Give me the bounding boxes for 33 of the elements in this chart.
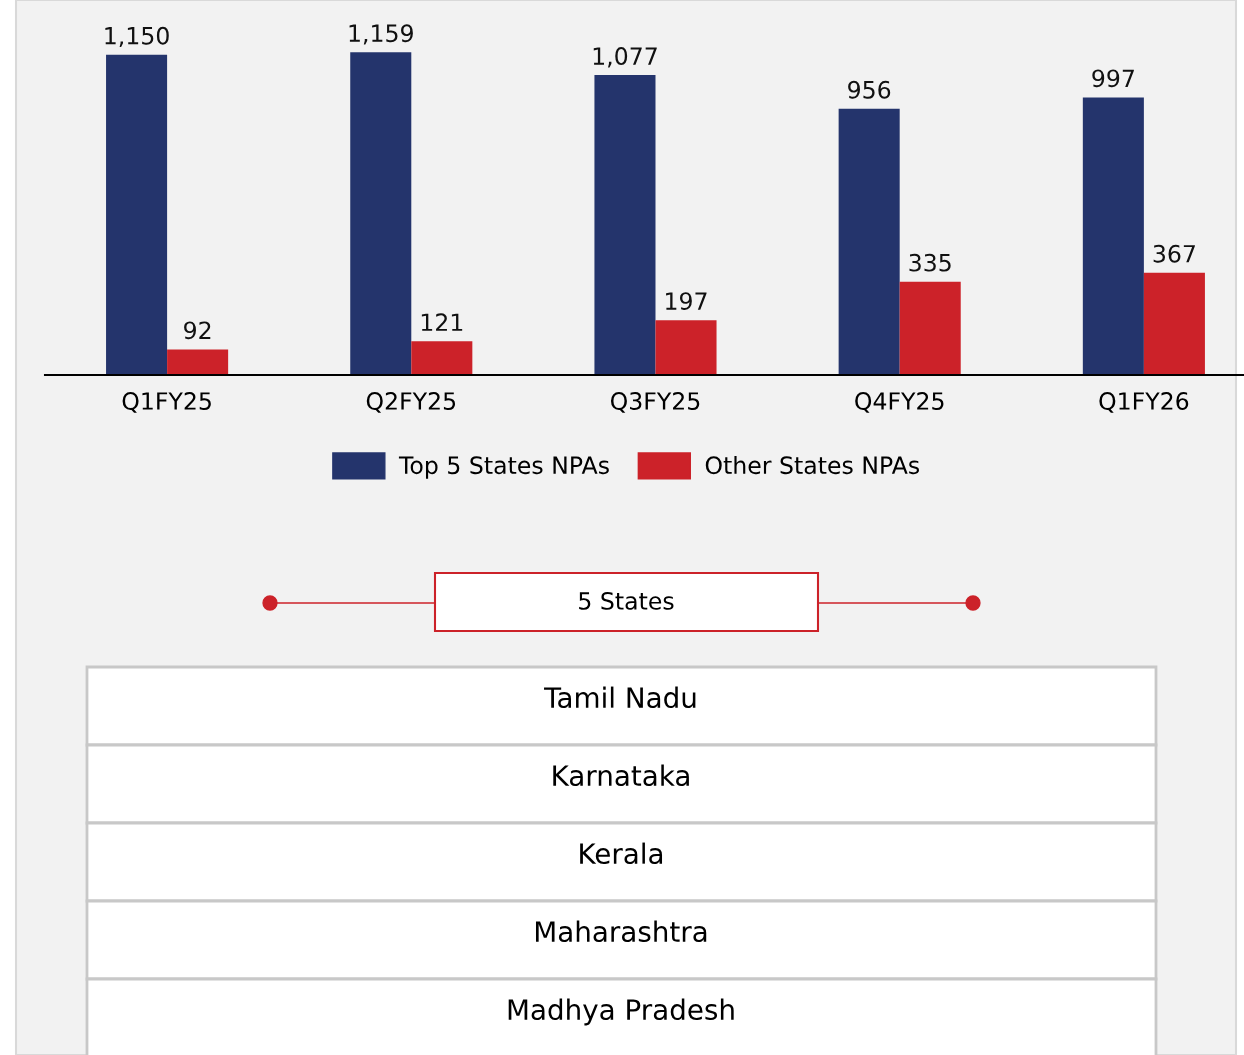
bar: [838, 108, 900, 375]
bar: [1143, 272, 1205, 375]
data-label: 956: [848, 80, 891, 99]
text: Madhya Pradesh: [508, 998, 734, 1026]
data-label: 1,150: [105, 26, 169, 48]
data-label: 335: [909, 253, 951, 272]
text: Kerala: [580, 842, 663, 865]
bar: [655, 320, 717, 375]
text: Maharashtra: [535, 920, 707, 943]
bar: [1082, 97, 1144, 375]
bar: [411, 341, 473, 375]
data-label: 197: [666, 292, 707, 311]
bar: [167, 349, 229, 375]
legend-label: Top 5 States NPAs: [398, 456, 609, 479]
bar: [899, 281, 961, 375]
data-label: 997: [1092, 69, 1134, 88]
x-tick-label: Q1FY25: [122, 392, 211, 413]
x-tick-label: Q1FY26: [1099, 392, 1189, 413]
data-label: 367: [1153, 244, 1195, 263]
data-label: 121: [421, 313, 463, 331]
data-label: 92: [184, 321, 211, 340]
x-tick-label: Q2FY25: [366, 392, 456, 413]
data-label: 1,077: [593, 47, 657, 68]
bar: [594, 75, 656, 375]
bar: [350, 52, 412, 375]
text: Tamil Nadu: [544, 686, 696, 709]
text: Karnataka: [553, 764, 689, 787]
text: 5 States: [579, 591, 674, 610]
x-tick-label: Q4FY25: [855, 392, 944, 413]
legend-label: Other States NPAs: [705, 455, 919, 475]
data-label: 1,159: [349, 24, 413, 45]
x-tick-label: Q3FY25: [610, 392, 700, 413]
bar: [106, 54, 168, 375]
